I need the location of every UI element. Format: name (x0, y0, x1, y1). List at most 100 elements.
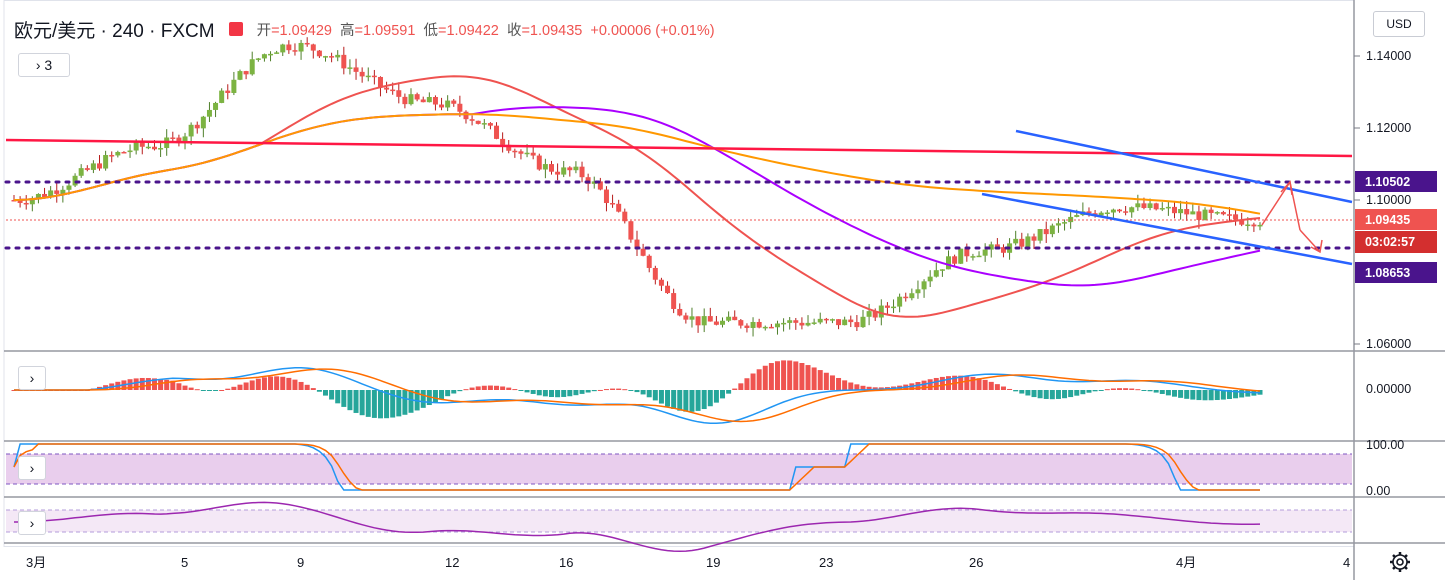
candle-body (1055, 223, 1061, 226)
candle-body (329, 56, 335, 58)
candle-body (451, 100, 457, 104)
macd-bar (921, 380, 927, 390)
macd-bar (231, 386, 237, 390)
candle-body (933, 270, 939, 277)
candle-body (1233, 214, 1239, 220)
candle-body (689, 316, 695, 320)
macd-bar (261, 377, 267, 390)
candle-body (54, 190, 60, 194)
macd-bar (420, 390, 426, 408)
candle-body (671, 293, 677, 309)
upper-level-label: 1.10502 (1365, 175, 1410, 189)
candle-body (707, 316, 713, 322)
candle-body (1074, 215, 1080, 217)
stoch-pane-toggle[interactable]: › (18, 456, 46, 480)
macd-bar (622, 389, 628, 391)
candle-body (1190, 211, 1196, 215)
candle-body (11, 200, 17, 202)
candle-body (1135, 203, 1141, 208)
candle-body (548, 164, 554, 172)
macd-bar (573, 390, 579, 396)
macd-bar (1171, 390, 1177, 397)
symbol-legend: 欧元/美元 · 240 · FXCM 开=1.09429 高=1.09591 低… (14, 16, 715, 42)
candle-body (1025, 236, 1031, 247)
indicators-toggle-button[interactable]: › 3 (18, 53, 70, 77)
macd-bar (927, 379, 933, 390)
candle-body (475, 120, 481, 124)
candle-body (720, 320, 726, 325)
y-tick-1: 1.14000 (1366, 49, 1411, 63)
candle-body (628, 221, 634, 240)
candle-body (768, 326, 774, 329)
candle-body (1013, 238, 1019, 244)
macd-bar (1098, 390, 1104, 391)
y-axis[interactable]: 1.14000 1.12000 1.10000 1.06000 0.00000 … (1354, 49, 1411, 498)
candle-body (280, 44, 286, 53)
macd-bar (243, 382, 249, 390)
settings-gear-icon[interactable] (1390, 552, 1410, 572)
macd-bar (744, 378, 750, 390)
macd-bar (536, 390, 542, 396)
candle-body (194, 124, 200, 129)
macd-bar (658, 390, 664, 404)
candle-body (542, 164, 548, 170)
candle-body (304, 42, 310, 45)
candle-body (231, 79, 237, 93)
macd-bar (1092, 390, 1098, 392)
candle-body (726, 316, 732, 321)
macd-bar (1086, 390, 1092, 393)
macd-bar (713, 390, 719, 403)
candle-body (463, 111, 469, 120)
y-tick-2: 1.12000 (1366, 121, 1411, 135)
macd-bar (603, 389, 609, 391)
macd-bar (219, 389, 225, 391)
macd-bar (805, 365, 811, 390)
resistance-trendline (5, 138, 1353, 158)
candle-body (1202, 209, 1208, 220)
candle-body (66, 185, 72, 190)
candle-body (579, 166, 585, 178)
macd-bar (323, 390, 328, 396)
macd-signal-line (14, 368, 1261, 423)
candle-body (518, 151, 524, 154)
candle-body (158, 148, 164, 150)
macd-bar (506, 387, 512, 390)
candle-body (298, 42, 304, 52)
macd-bar (182, 385, 188, 390)
candle-body (103, 155, 109, 169)
macd-bar (164, 379, 170, 390)
macd-bar (335, 390, 341, 404)
candle-body (439, 104, 445, 108)
macd-bar (982, 379, 988, 390)
macd-bar (933, 377, 939, 390)
candle-body (500, 138, 506, 145)
macd-bar (567, 390, 573, 397)
macd-bar (561, 390, 567, 397)
macd-bar (1196, 390, 1202, 401)
candle-body (1000, 247, 1006, 253)
candle-body (701, 316, 707, 326)
macd-bar (799, 363, 805, 390)
candle-body (683, 315, 689, 320)
candle-body (982, 249, 988, 256)
candle-body (988, 244, 994, 250)
macd-bar (286, 377, 292, 390)
macd-bar (402, 390, 408, 415)
currency-button[interactable]: USD (1373, 11, 1425, 37)
macd-bar (634, 390, 640, 393)
x-axis[interactable]: 3月 5 9 12 16 19 23 26 4月 4 (26, 555, 1350, 570)
candle-body (1104, 212, 1110, 215)
macd-bar (1147, 390, 1153, 392)
candle-body (762, 326, 768, 329)
macd-tick: 0.00000 (1366, 382, 1411, 396)
candle-body (603, 189, 609, 204)
macd-bar (1055, 390, 1061, 399)
symbol-title[interactable]: 欧元/美元 · 240 · FXCM (14, 20, 215, 42)
rsi-pane-toggle[interactable]: › (18, 511, 46, 535)
candle-body (353, 67, 359, 72)
macd-bar (280, 376, 286, 390)
macd-pane-toggle[interactable]: › (18, 366, 46, 390)
macd-bar (255, 378, 261, 390)
macd-bar (365, 390, 371, 417)
